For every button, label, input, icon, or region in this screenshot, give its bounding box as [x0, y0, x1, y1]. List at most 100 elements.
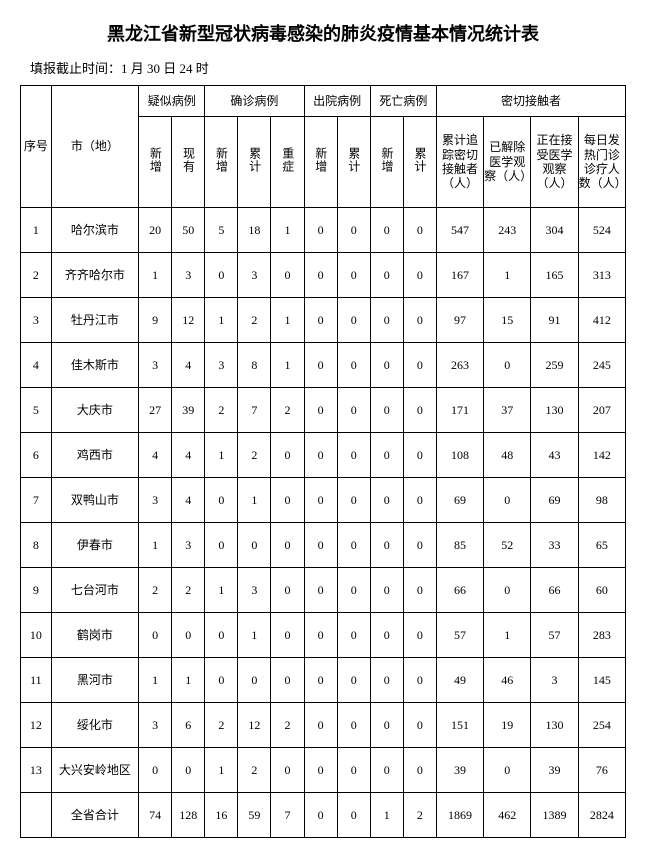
cell-value: 259 [531, 343, 578, 388]
table-row: 11黑河市11000000049463145 [21, 658, 626, 703]
cell-value: 2 [172, 568, 205, 613]
cell-index: 6 [21, 433, 52, 478]
col-contact-traced: 累计追踪密切接触者（人） [436, 117, 483, 208]
cell-value: 66 [531, 568, 578, 613]
cell-value: 165 [531, 253, 578, 298]
cell-value: 3 [238, 568, 271, 613]
cell-value: 39 [172, 388, 205, 433]
cell-value: 283 [578, 613, 625, 658]
cell-value: 0 [205, 523, 238, 568]
col-death-total: 累计 [403, 117, 436, 208]
cell-value: 3 [139, 343, 172, 388]
cell-value: 49 [436, 658, 483, 703]
group-death: 死亡病例 [370, 86, 436, 117]
table-row: 4佳木斯市3438100002630259245 [21, 343, 626, 388]
cell-index: 3 [21, 298, 52, 343]
cell-value: 0 [337, 523, 370, 568]
col-daily-fever: 每日发热门诊诊疗人数（人） [578, 117, 625, 208]
cell-city: 齐齐哈尔市 [51, 253, 138, 298]
cell-value: 37 [484, 388, 531, 433]
cell-value: 0 [403, 433, 436, 478]
group-confirmed: 确诊病例 [205, 86, 304, 117]
cell-value: 0 [337, 253, 370, 298]
group-suspected: 疑似病例 [139, 86, 205, 117]
cell-value: 313 [578, 253, 625, 298]
table-row: 9七台河市2213000006606660 [21, 568, 626, 613]
cell-value: 108 [436, 433, 483, 478]
cell-value: 0 [271, 253, 304, 298]
cell-value: 2 [271, 388, 304, 433]
cell-value: 50 [172, 208, 205, 253]
cell-value: 7 [271, 793, 304, 838]
table-row: 6鸡西市4412000001084843142 [21, 433, 626, 478]
cell-value: 0 [304, 568, 337, 613]
cell-value: 0 [337, 433, 370, 478]
cell-value: 1389 [531, 793, 578, 838]
cell-value: 3 [172, 253, 205, 298]
cell-value: 27 [139, 388, 172, 433]
report-time-value: 1 月 30 日 24 时 [121, 61, 209, 76]
cell-value: 0 [370, 568, 403, 613]
cell-value: 167 [436, 253, 483, 298]
cell-value: 0 [304, 298, 337, 343]
col-suspected-exist: 现有 [172, 117, 205, 208]
cell-value: 1 [205, 298, 238, 343]
cell-value: 0 [370, 343, 403, 388]
cell-value: 0 [271, 568, 304, 613]
cell-index: 1 [21, 208, 52, 253]
cell-value: 0 [172, 748, 205, 793]
cell-value: 0 [304, 253, 337, 298]
cell-value: 1 [205, 568, 238, 613]
cell-value: 0 [205, 253, 238, 298]
cell-value: 6 [172, 703, 205, 748]
cell-value: 0 [370, 388, 403, 433]
cell-value: 1 [172, 658, 205, 703]
cell-value: 4 [172, 343, 205, 388]
cell-value: 33 [531, 523, 578, 568]
cell-value: 74 [139, 793, 172, 838]
cell-value: 1 [484, 613, 531, 658]
cell-value: 0 [337, 748, 370, 793]
col-contact-observing: 正在接受医学观察（人） [531, 117, 578, 208]
col-confirmed-total: 累计 [238, 117, 271, 208]
table-row: 10鹤岗市00010000057157283 [21, 613, 626, 658]
cell-value: 2 [403, 793, 436, 838]
cell-value: 1 [139, 523, 172, 568]
cell-value: 2 [139, 568, 172, 613]
cell-value: 0 [403, 658, 436, 703]
cell-value: 0 [370, 433, 403, 478]
cell-value: 39 [531, 748, 578, 793]
cell-value: 547 [436, 208, 483, 253]
cell-value: 0 [370, 748, 403, 793]
cell-value: 245 [578, 343, 625, 388]
cell-value: 98 [578, 478, 625, 523]
cell-value: 65 [578, 523, 625, 568]
table-row: 13大兴安岭地区0012000003903976 [21, 748, 626, 793]
cell-value: 0 [304, 613, 337, 658]
stats-table: 序号 市（地） 疑似病例 确诊病例 出院病例 死亡病例 密切接触者 新增 现有 … [20, 85, 626, 838]
cell-value: 3 [139, 478, 172, 523]
cell-value: 1 [139, 253, 172, 298]
cell-value: 524 [578, 208, 625, 253]
cell-value: 2 [238, 433, 271, 478]
cell-value: 57 [436, 613, 483, 658]
cell-value: 0 [337, 478, 370, 523]
cell-value: 0 [238, 658, 271, 703]
cell-value: 0 [370, 613, 403, 658]
cell-value: 16 [205, 793, 238, 838]
cell-value: 0 [337, 703, 370, 748]
cell-value: 46 [484, 658, 531, 703]
cell-value: 128 [172, 793, 205, 838]
cell-value: 130 [531, 388, 578, 433]
cell-value: 0 [403, 388, 436, 433]
cell-index: 13 [21, 748, 52, 793]
cell-city: 黑河市 [51, 658, 138, 703]
cell-value: 1 [238, 478, 271, 523]
cell-value: 1869 [436, 793, 483, 838]
col-discharged-total: 累计 [337, 117, 370, 208]
cell-value: 0 [139, 748, 172, 793]
cell-value: 0 [370, 523, 403, 568]
table-row: 12绥化市362122000015119130254 [21, 703, 626, 748]
cell-value: 145 [578, 658, 625, 703]
cell-city: 鹤岗市 [51, 613, 138, 658]
